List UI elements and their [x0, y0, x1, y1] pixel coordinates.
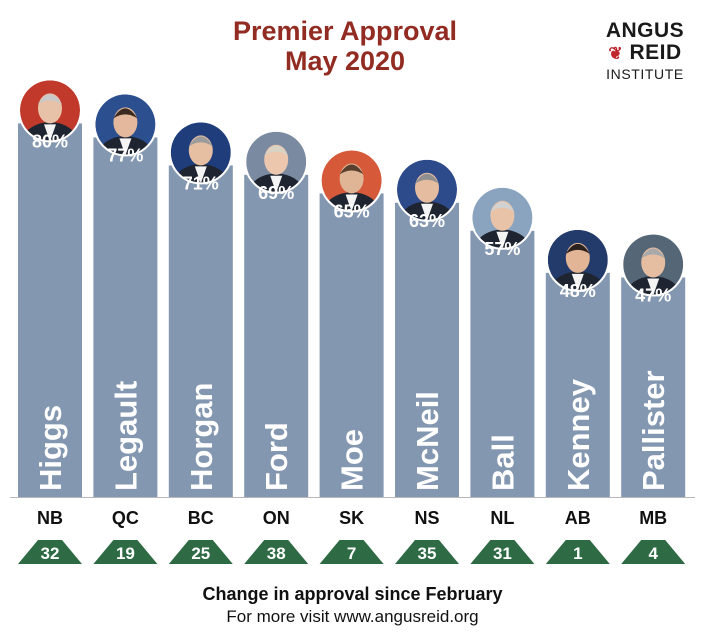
province-label-ab: AB [565, 508, 591, 528]
bar-on [244, 174, 309, 497]
bar-ab [545, 272, 610, 497]
value-label-ab: 48% [560, 281, 596, 301]
portrait-higgs-icon [20, 80, 80, 141]
premier-name-kenney: Kenney [561, 378, 596, 491]
change-value-nl: 31 [493, 544, 512, 563]
value-label-nb: 80% [32, 131, 68, 151]
province-label-bc: BC [188, 508, 214, 528]
bar-nl [470, 230, 535, 497]
bar-bc [168, 165, 233, 497]
angus-reid-logo: ANGUS ❦ REID INSTITUTE [590, 20, 700, 83]
logo-line1: ANGUS [605, 19, 685, 42]
portrait-frame [168, 120, 233, 185]
chart-title-line2: May 2020 [284, 46, 406, 76]
value-label-bc: 71% [183, 173, 219, 193]
premier-name-ball: Ball [485, 434, 520, 491]
province-label-on: ON [263, 508, 290, 528]
change-value-ab: 1 [573, 544, 582, 563]
portrait-frame [545, 227, 610, 292]
value-label-nl: 57% [484, 239, 520, 259]
portrait-moe-icon [321, 150, 382, 211]
value-label-ns: 63% [409, 211, 445, 231]
change-badge-up-icon [319, 540, 384, 564]
premier-name-pallister: Pallister [636, 370, 671, 491]
province-label-nb: NB [37, 508, 63, 528]
change-value-nb: 32 [41, 544, 60, 563]
logo-line2: ❦ REID [590, 42, 700, 65]
value-label-qc: 77% [107, 145, 143, 165]
premier-name-horgan: Horgan [184, 383, 219, 492]
portrait-pallister-icon [623, 234, 684, 295]
portrait-frame [470, 185, 535, 250]
portrait-ford-icon [246, 131, 307, 192]
change-value-qc: 19 [116, 544, 135, 563]
value-label-on: 69% [258, 183, 294, 203]
change-value-mb: 4 [648, 544, 658, 563]
portrait-frame [93, 92, 158, 157]
portrait-horgan-icon [170, 122, 231, 183]
portrait-legault-icon [95, 94, 156, 155]
change-badge-up-icon [545, 540, 610, 564]
chart-title: Premier Approval May 2020 [180, 16, 510, 76]
logo-line3: INSTITUTE [606, 66, 684, 82]
bar-sk [319, 193, 384, 497]
change-badge-up-icon [395, 540, 459, 564]
portrait-ball-icon [472, 187, 533, 248]
premier-name-mcneil: McNeil [410, 391, 445, 491]
portrait-frame [319, 148, 384, 213]
change-badge-up-icon [168, 540, 233, 564]
approval-bar-chart: 80% Higgs NB 32 77% Legault QC 19 71% Horgan BC 25 6… [10, 78, 695, 564]
change-value-on: 38 [267, 544, 286, 563]
change-badge-up-icon [18, 540, 82, 564]
change-value-sk: 7 [347, 544, 356, 563]
footer-link-text: For more visit www.angusreid.org [226, 607, 479, 626]
bar-nb [18, 123, 82, 498]
premier-name-moe: Moe [335, 429, 370, 491]
portrait-frame [621, 232, 686, 297]
change-value-ns: 35 [418, 544, 437, 563]
premier-name-higgs: Higgs [33, 405, 68, 491]
province-label-ns: NS [414, 508, 439, 528]
portrait-kenney-icon [547, 229, 608, 290]
change-badge-up-icon [244, 540, 309, 564]
footer-change-caption: Change in approval since February [202, 584, 503, 604]
province-label-sk: SK [339, 508, 364, 528]
portrait-frame [18, 78, 82, 143]
chart-title-line1: Premier Approval [232, 16, 458, 46]
bar-ns [395, 202, 459, 498]
bar-qc [93, 137, 158, 497]
change-badge-up-icon [470, 540, 535, 564]
portrait-mcneil-icon [397, 159, 457, 220]
bar-mb [621, 277, 686, 497]
value-label-sk: 65% [334, 201, 370, 221]
premier-name-ford: Ford [259, 422, 294, 491]
value-label-mb: 47% [635, 286, 671, 306]
portrait-frame [244, 129, 309, 194]
logo-line2-text: REID [629, 41, 682, 64]
change-badge-up-icon [93, 540, 158, 564]
change-value-bc: 25 [191, 544, 210, 563]
province-label-mb: MB [639, 508, 667, 528]
portrait-frame [395, 157, 459, 222]
chart-footer: Change in approval since February For mo… [0, 582, 705, 628]
change-badge-up-icon [621, 540, 686, 564]
province-label-nl: NL [490, 508, 514, 528]
maple-leaf-icon: ❦ [608, 44, 624, 63]
province-label-qc: QC [112, 508, 139, 528]
premier-name-legault: Legault [108, 381, 143, 491]
